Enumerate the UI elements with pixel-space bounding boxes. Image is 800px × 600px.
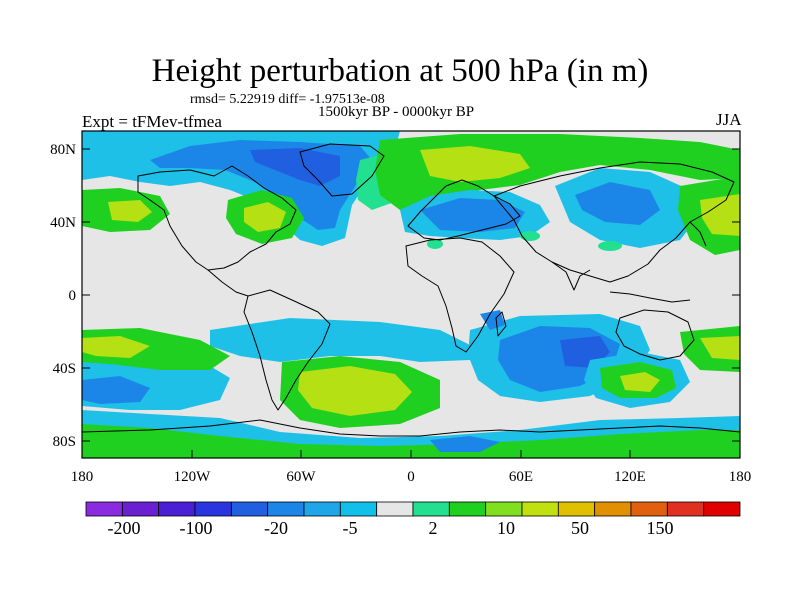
lon-label: 180 (729, 469, 752, 485)
coastline-north-america (137, 165, 297, 271)
lat-labels: 80N 40N 0 40S 80S (50, 142, 76, 450)
lon-label: 60E (509, 469, 533, 485)
coastline-antarctica (82, 419, 740, 437)
colorbar-label: -5 (343, 518, 358, 538)
contour-yellowgreen-atlantic-south (298, 366, 412, 416)
contour-yellowgreen-pacific-west (108, 200, 152, 222)
contour-yellowgreen-australia-south (620, 372, 660, 392)
experiment-label: Expt = tFMev-tfmea (82, 112, 222, 131)
contour-blue-asia (575, 182, 660, 225)
lat-label: 80N (50, 142, 76, 158)
contour-teal-patch-1 (427, 239, 443, 249)
colorbar-cell (703, 501, 741, 517)
map-title: Height perturbation at 500 hPa (in m) (151, 53, 649, 89)
coastline-madagascar (495, 311, 507, 337)
coastline-asia (493, 161, 735, 283)
lon-label: 180 (71, 469, 94, 485)
lat-label: 40S (53, 361, 76, 377)
contour-blue-antarctic-patch (430, 436, 500, 452)
colorbar-cell (666, 501, 705, 517)
colorbar-label: -100 (180, 518, 213, 538)
coastline-india (551, 261, 591, 291)
stats-text: rmsd= 5.22919 diff= -1.97513e-08 (190, 92, 385, 107)
lon-label: 60W (286, 469, 316, 485)
colorbar-label: -20 (264, 518, 288, 538)
colorbar-cell (412, 501, 450, 517)
lat-label: 80S (53, 434, 76, 450)
colorbar (85, 501, 741, 517)
colorbar-cell (267, 501, 305, 517)
coastline-africa (405, 237, 515, 353)
coastline-australia (615, 309, 695, 361)
colorbar-cell (485, 501, 523, 517)
contour-teal-patch-2 (598, 241, 622, 251)
colorbar-cell (230, 501, 269, 517)
lat-label: 0 (69, 288, 77, 304)
colorbar-label: 150 (647, 518, 674, 538)
coastline-central-america (207, 269, 249, 297)
colorbar-label: 2 (429, 518, 438, 538)
lon-label: 120E (614, 469, 646, 485)
coastlines (82, 143, 740, 437)
coastline-europe (407, 179, 521, 241)
contour-green-antarctic (82, 424, 740, 458)
coastline-japan (689, 221, 707, 247)
lon-label: 120W (174, 469, 212, 485)
colorbar-cell (194, 501, 232, 517)
colorbar-cell (303, 501, 341, 517)
contour-blue-pacific-south (82, 376, 150, 404)
contour-field (82, 131, 740, 458)
colorbar-label: 50 (571, 518, 589, 538)
contour-yellowgreen-pacific-south (82, 336, 150, 358)
lon-label: 0 (407, 469, 415, 485)
colorbar-labels: -200 -100 -20 -5 2 10 50 150 (108, 518, 674, 538)
contour-yellowgreen-pacific-east (700, 194, 740, 236)
colorbar-label: 10 (497, 518, 515, 538)
coastline-greenland (299, 143, 385, 197)
colorbar-cell (630, 501, 668, 517)
colorbar-cell (521, 501, 559, 517)
tick-marks (81, 148, 741, 458)
colorbar-cell (158, 501, 196, 517)
colorbar-label: -200 (108, 518, 141, 538)
colorbar-cell (376, 501, 414, 517)
colorbar-cell (85, 501, 123, 517)
contour-yellowgreen-atlantic (244, 202, 286, 232)
contour-cyan-south-band (210, 318, 470, 362)
lat-label: 40N (50, 215, 76, 231)
contour-blue-europe (420, 198, 525, 232)
contour-yellowgreen-arctic (420, 146, 530, 182)
contour-teal-patch-3 (520, 231, 540, 241)
colorbar-cell (448, 501, 487, 517)
colorbar-cell (121, 501, 160, 517)
coastline-indonesia (609, 291, 691, 303)
coastline-south-america (243, 289, 331, 411)
contour-yellowgreen-east-pacific-south (700, 336, 740, 360)
colorbar-cell (594, 501, 632, 517)
period-label: 1500kyr BP - 0000kyr BP (318, 104, 475, 120)
colorbar-cell (557, 501, 596, 517)
contour-darkblue-canada (250, 148, 340, 186)
season-label: JJA (716, 110, 742, 129)
colorbar-cell (339, 501, 378, 517)
lon-labels: 180 120W 60W 0 60E 120E 180 (71, 469, 752, 485)
